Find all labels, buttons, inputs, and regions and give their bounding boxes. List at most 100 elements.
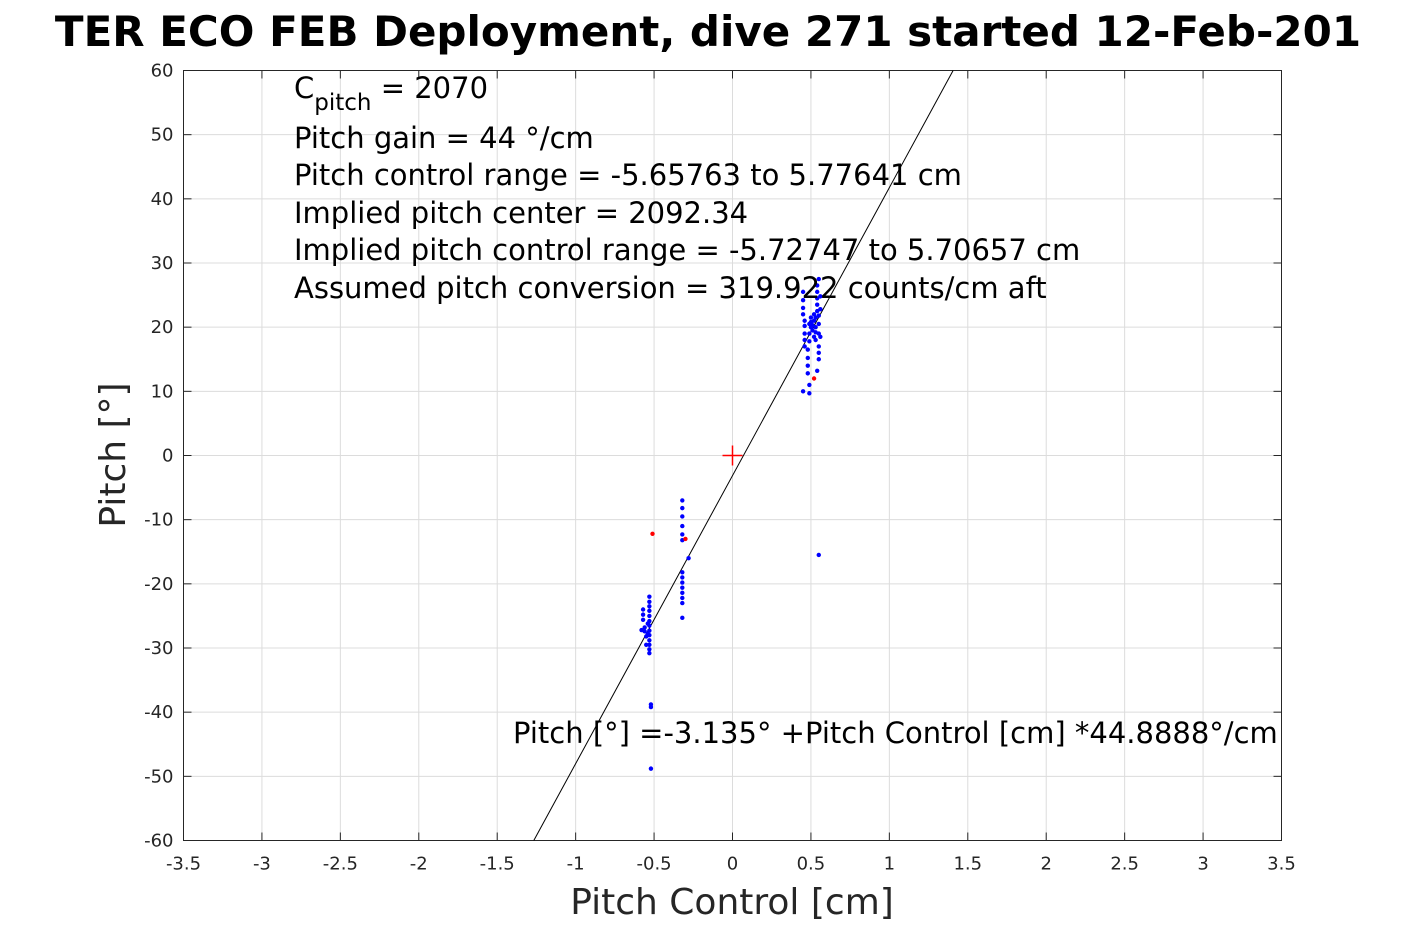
- x-tick-label: 2: [1040, 854, 1051, 875]
- data-point-blue: [805, 363, 810, 368]
- data-point-blue: [647, 599, 652, 604]
- data-point-blue: [818, 334, 823, 339]
- c-pitch-value: = 2070: [371, 71, 488, 105]
- data-point-blue: [816, 552, 821, 558]
- y-tick-label: -10: [144, 510, 173, 531]
- y-tick-label: -20: [144, 574, 173, 595]
- data-point-blue: [642, 625, 647, 630]
- data-point-blue: [647, 642, 652, 647]
- data-point-blue: [813, 324, 818, 330]
- data-point-blue: [807, 382, 812, 388]
- data-point-blue: [800, 312, 806, 317]
- data-point-blue: [818, 307, 823, 312]
- data-point-blue: [805, 355, 810, 361]
- y-tick-label: 20: [151, 317, 174, 338]
- annotation-line: Implied pitch center = 2092.34: [294, 196, 748, 230]
- chart-title: TER ECO FEB Deployment, dive 271 started…: [55, 7, 1361, 56]
- data-point-blue: [816, 313, 821, 318]
- data-point-blue: [647, 638, 652, 643]
- center-marker: [722, 445, 743, 466]
- x-tick-label: 3.5: [1267, 854, 1296, 875]
- c-pitch-subscript: pitch: [314, 90, 371, 116]
- x-tick-label: 1: [884, 854, 895, 875]
- annotation-line: Pitch gain = 44 °/cm: [294, 121, 594, 155]
- data-point-blue: [816, 276, 821, 282]
- x-tick-label: -3.5: [166, 854, 201, 875]
- data-point-blue: [645, 621, 650, 626]
- data-point-blue: [800, 289, 806, 295]
- fit-line: [533, 70, 954, 841]
- data-point-blue: [640, 607, 646, 612]
- data-point-blue: [647, 647, 652, 652]
- y-tick-label: -40: [144, 702, 173, 723]
- data-point-blue: [816, 344, 821, 349]
- c-pitch-annotation: Cpitch = 2070: [294, 71, 488, 116]
- data-point-blue: [680, 580, 685, 585]
- data-point-blue: [800, 305, 806, 311]
- x-tick-label: 0.5: [797, 854, 826, 875]
- y-axis: -60 -50 -40 -30 -20 -10 0 10 20 30 40 50 60: [144, 61, 1282, 852]
- x-tick-label: -3: [253, 854, 271, 875]
- data-point-blue: [807, 391, 812, 396]
- data-point-blue: [815, 368, 820, 373]
- x-tick-label: 2.5: [1110, 854, 1139, 875]
- data-point-blue: [680, 498, 685, 503]
- data-point-blue: [815, 289, 820, 295]
- fit-line-layer: [533, 70, 954, 841]
- data-point-blue: [680, 505, 685, 511]
- data-point-blue: [815, 302, 820, 307]
- y-tick-label: 50: [151, 125, 174, 146]
- data-point-red: [683, 536, 688, 542]
- data-point-blue: [680, 600, 685, 606]
- data-point-blue: [802, 337, 807, 343]
- x-tick-label: -2: [410, 854, 428, 875]
- y-tick-label: -60: [144, 831, 173, 852]
- x-tick-label: -1: [567, 854, 585, 875]
- data-point-blue: [644, 642, 649, 647]
- data-point-blue: [639, 627, 644, 633]
- data-point-blue: [805, 347, 810, 352]
- data-point-blue: [805, 371, 810, 376]
- y-tick-label: 40: [151, 189, 174, 210]
- x-tick-label: -2.5: [323, 854, 358, 875]
- x-axis: -3.5 -3 -2.5 -2 -1.5 -1 -0.5 0 0.5 1 1.5 2 2.5 3 3.5: [166, 70, 1296, 875]
- fit-equation: Pitch [°] =-3.135° +Pitch Control [cm] *…: [513, 716, 1278, 750]
- data-point-blue: [802, 331, 807, 336]
- data-point-red: [650, 531, 655, 536]
- y-tick-label: 10: [151, 381, 174, 402]
- x-tick-label: 0: [727, 854, 738, 875]
- annotation-line: Pitch control range = -5.65763 to 5.7764…: [294, 158, 962, 192]
- data-point-blue: [800, 298, 806, 303]
- y-axis-label: Pitch [°]: [93, 382, 134, 527]
- data-point-blue: [680, 532, 685, 537]
- data-point-blue: [818, 294, 823, 299]
- data-point-blue: [807, 339, 812, 344]
- data-point-blue: [680, 570, 685, 575]
- grid: [183, 70, 1282, 841]
- data-point-blue: [807, 331, 812, 336]
- data-point-blue: [802, 318, 807, 323]
- data-point-blue: [802, 344, 807, 349]
- annotation-line: Implied pitch control range = -5.72747 t…: [294, 233, 1080, 267]
- data-point-blue: [648, 766, 654, 771]
- data-point-blue: [800, 389, 806, 394]
- data-point-blue: [647, 594, 652, 599]
- data-point-blue: [647, 650, 652, 656]
- data-points: [639, 276, 823, 771]
- y-tick-label: -50: [144, 766, 173, 787]
- data-point-blue: [686, 555, 691, 561]
- data-point-blue: [680, 595, 685, 601]
- data-point-blue: [813, 337, 818, 343]
- data-point-blue: [680, 585, 685, 590]
- data-point-blue: [816, 321, 821, 327]
- data-point-blue: [680, 590, 685, 596]
- x-tick-label: 3: [1197, 854, 1208, 875]
- data-point-blue: [647, 613, 652, 619]
- data-point-red: [811, 376, 817, 381]
- y-tick-label: 30: [151, 253, 174, 274]
- data-point-blue: [816, 350, 821, 356]
- data-point-blue: [816, 357, 821, 362]
- data-point-blue: [808, 315, 814, 320]
